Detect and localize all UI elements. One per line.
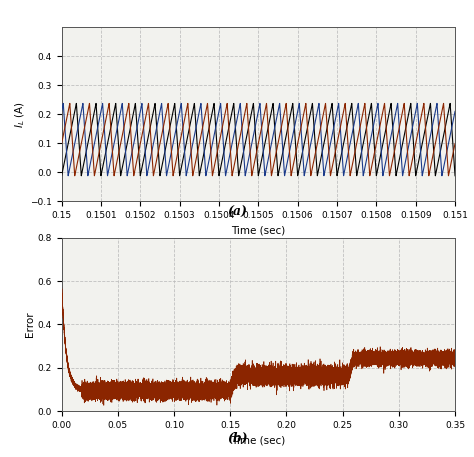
X-axis label: Time (sec): Time (sec)	[231, 436, 285, 446]
Text: (b): (b)	[227, 432, 247, 445]
Y-axis label: Error: Error	[25, 312, 35, 337]
Text: (a): (a)	[227, 206, 247, 219]
Y-axis label: $I_L$ (A): $I_L$ (A)	[14, 101, 27, 128]
X-axis label: Time (sec): Time (sec)	[231, 225, 285, 235]
